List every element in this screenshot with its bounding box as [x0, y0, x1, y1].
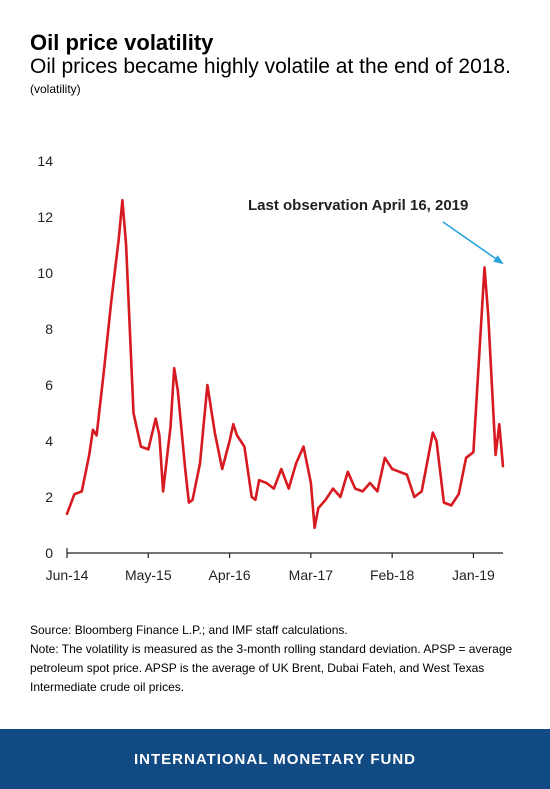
y-tick-label: 8 [45, 321, 53, 337]
annotation-text: Last observation April 16, 2019 [248, 197, 468, 214]
last-observation-annotation: Last observation April 16, 2019 [248, 197, 504, 265]
y-tick-label: 14 [37, 153, 53, 169]
chart-subtitle: Oil prices became highly volatile at the… [30, 55, 511, 78]
x-tick-label: Apr-16 [209, 567, 251, 583]
method-note: Note: The volatility is measured as the … [30, 642, 513, 694]
x-tick-label: Feb-18 [370, 567, 415, 583]
y-axis: 0 2 4 6 8 10 12 14 [37, 153, 53, 561]
x-axis: Jun-14 May-15 Apr-16 Mar-17 Feb-18 Jan-19 [46, 548, 503, 583]
chart-title: Oil price volatility [30, 30, 214, 55]
y-tick-label: 12 [37, 209, 53, 225]
y-tick-label: 6 [45, 377, 53, 393]
annotation-arrow [442, 221, 504, 265]
y-tick-label: 0 [45, 545, 53, 561]
y-tick-label: 2 [45, 489, 53, 505]
x-tick-label: Mar-17 [289, 567, 334, 583]
chart-header: Oil price volatility Oil prices became h… [30, 30, 530, 97]
x-tick-label: Jun-14 [46, 567, 89, 583]
chart-unit: (volatility) [30, 82, 81, 96]
volatility-series-line [65, 198, 505, 530]
source-note: Source: Bloomberg Finance L.P.; and IMF … [30, 623, 348, 637]
x-tick-label: May-15 [125, 567, 172, 583]
org-name: INTERNATIONAL MONETARY FUND [134, 750, 416, 768]
footnotes: Source: Bloomberg Finance L.P.; and IMF … [30, 621, 525, 697]
footer-bar: INTERNATIONAL MONETARY FUND [0, 729, 550, 789]
series-layer [65, 198, 505, 530]
y-tick-label: 4 [45, 433, 53, 449]
x-tick-label: Jan-19 [452, 567, 495, 583]
volatility-line-chart: 0 2 4 6 8 10 12 14 Jun-14 May-15 Apr-16 Mar-17 Feb-… [37, 153, 505, 583]
y-tick-label: 10 [37, 265, 53, 281]
